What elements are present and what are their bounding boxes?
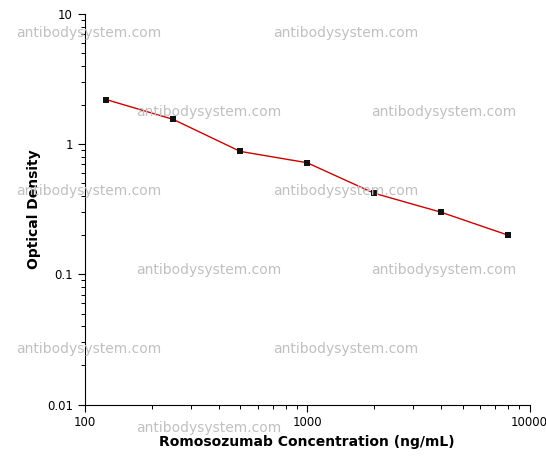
Text: antibodysystem.com: antibodysystem.com xyxy=(136,421,282,435)
X-axis label: Romosozumab Concentration (ng/mL): Romosozumab Concentration (ng/mL) xyxy=(159,435,455,449)
Point xyxy=(102,96,110,103)
Text: antibodysystem.com: antibodysystem.com xyxy=(371,263,517,277)
Point xyxy=(236,148,245,155)
Point xyxy=(302,159,311,166)
Point xyxy=(370,189,378,197)
Text: antibodysystem.com: antibodysystem.com xyxy=(136,105,282,119)
Text: antibodysystem.com: antibodysystem.com xyxy=(16,184,162,198)
Point xyxy=(504,232,513,239)
Text: antibodysystem.com: antibodysystem.com xyxy=(16,342,162,356)
Y-axis label: Optical Density: Optical Density xyxy=(27,149,41,269)
Text: antibodysystem.com: antibodysystem.com xyxy=(136,263,282,277)
Text: antibodysystem.com: antibodysystem.com xyxy=(273,184,418,198)
Text: antibodysystem.com: antibodysystem.com xyxy=(273,26,418,40)
Text: antibodysystem.com: antibodysystem.com xyxy=(371,105,517,119)
Point xyxy=(437,208,446,216)
Text: antibodysystem.com: antibodysystem.com xyxy=(273,342,418,356)
Text: antibodysystem.com: antibodysystem.com xyxy=(16,26,162,40)
Point xyxy=(169,116,177,123)
